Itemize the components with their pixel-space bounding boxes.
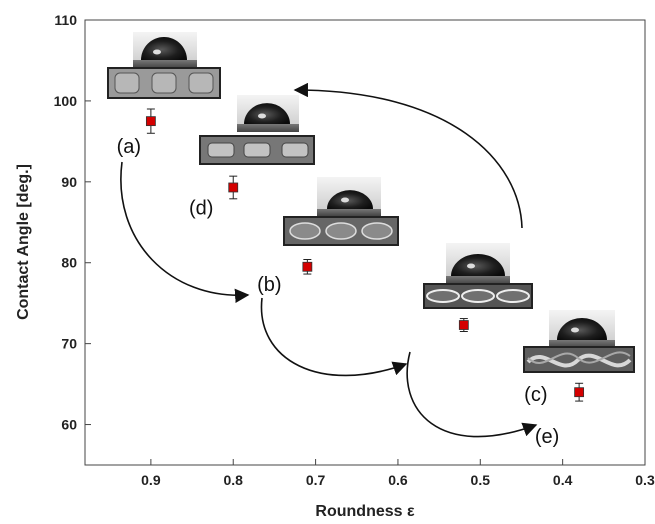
annotation-label: (e) xyxy=(535,426,559,448)
inset-photo-c xyxy=(423,243,533,309)
inset-photo-e xyxy=(523,310,635,373)
y-tick-label: 90 xyxy=(61,174,77,190)
y-axis-title: Contact Angle [deg.] xyxy=(15,164,32,320)
inset-photo-b xyxy=(283,177,399,246)
arrow-a-to-b xyxy=(120,161,250,304)
arrow-c-to-d xyxy=(293,82,523,229)
data-point xyxy=(228,182,239,193)
y-tick-label: 70 xyxy=(61,336,77,352)
y-tick-label: 60 xyxy=(61,417,77,433)
annotation-label: (d) xyxy=(189,197,213,219)
data-point xyxy=(145,116,156,127)
x-axis-title: Roundness ε xyxy=(315,503,415,520)
annotation-label: (c) xyxy=(524,384,547,406)
data-point xyxy=(574,387,585,398)
x-tick-label: 0.3 xyxy=(635,472,655,488)
x-tick-label: 0.5 xyxy=(471,472,491,488)
annotation-label: (a) xyxy=(117,136,141,158)
arrow-c-to-e xyxy=(406,351,538,438)
x-tick-label: 0.4 xyxy=(553,472,573,488)
annotation-label: (b) xyxy=(257,274,281,296)
x-tick-label: 0.7 xyxy=(306,472,326,488)
x-tick-label: 0.6 xyxy=(388,472,408,488)
x-tick-label: 0.9 xyxy=(141,472,161,488)
inset-photo-d xyxy=(199,95,315,165)
y-tick-label: 80 xyxy=(61,255,77,271)
y-tick-label: 100 xyxy=(54,93,78,109)
inset-photo-a xyxy=(107,32,221,99)
arrow-b-to-c xyxy=(260,297,408,377)
data-point xyxy=(458,320,469,330)
x-tick-label: 0.8 xyxy=(224,472,244,488)
data-point xyxy=(302,261,313,272)
y-tick-label: 110 xyxy=(54,12,77,28)
